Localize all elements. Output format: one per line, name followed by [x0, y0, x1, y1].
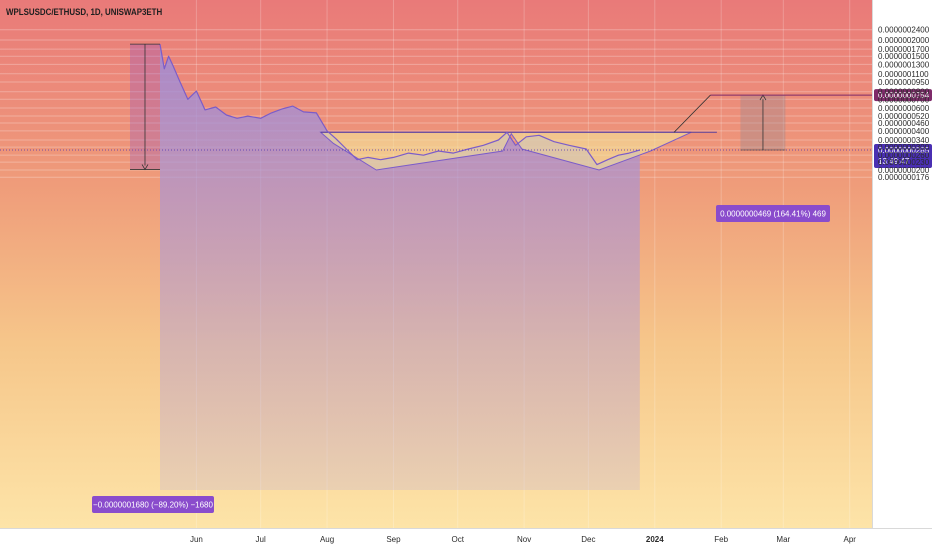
price-line[interactable] [159, 43, 640, 166]
price-tick-label: 0.0000000176 [878, 173, 930, 182]
time-tick-label: 2024 [646, 535, 664, 544]
price-tick-label: 0.0000000400 [878, 127, 930, 136]
time-tick-label: Mar [776, 535, 790, 544]
drop-arrow-head [141, 164, 149, 171]
time-tick-label: Jul [256, 535, 266, 544]
price-tick-label: 0.0000000520 [878, 112, 930, 121]
time-tick-label: Oct [451, 535, 464, 544]
current-price-tag-bg [874, 144, 932, 169]
price-tick-label: 0.0000000600 [878, 104, 930, 113]
time-tick-label: Nov [517, 535, 531, 544]
price-tick-label: 0.0000000340 [878, 136, 930, 145]
price-tick-label: 0.0000002400 [878, 26, 930, 35]
current-price-tag: 0.0000000285 [878, 146, 930, 155]
price-tick-label: 0.0000000200 [878, 166, 930, 175]
price-tick-label: 0.0000000260 [878, 151, 930, 160]
time-tick-label: Apr [843, 535, 856, 544]
time-tick-label: Sep [386, 535, 401, 544]
price-axis[interactable] [872, 0, 932, 528]
price-tick-label: 0.0000002000 [878, 36, 930, 45]
time-tick-label: Feb [714, 535, 728, 544]
price-tick-label: 0.0000000700 [878, 95, 930, 104]
price-tick-label: 0.0000000460 [878, 119, 930, 128]
symbol-title: WPLSUSDC/ETHUSD, 1D, UNISWAP3ETH [6, 7, 163, 17]
time-tick-label: Aug [320, 535, 334, 544]
price-tick-label: 0.0000000950 [878, 78, 930, 87]
price-tick-label: 0.0000001700 [878, 45, 930, 54]
time-axis[interactable] [0, 528, 932, 551]
price-tick-label: 0.0000000300 [878, 143, 930, 152]
time-tick-label: Dec [581, 535, 595, 544]
drop-measure-label: −0.0000001680 (−89.20%) −1680 [93, 501, 213, 510]
rise-measure-label: 0.0000000469 (164.41%) 469 [720, 210, 826, 219]
price-area-fill [160, 44, 640, 490]
target-price-tag: 0.0000000754 [878, 91, 930, 100]
countdown-label: 13:49:47 [878, 157, 910, 166]
price-tick-label: 0.0000000800 [878, 88, 930, 97]
target-price-tag-bg [874, 89, 932, 102]
price-tick-label: 0.0000001300 [878, 60, 930, 69]
price-tick-label: 0.0000001500 [878, 52, 930, 61]
price-tick-label: 0.0000001100 [878, 70, 929, 79]
drop-measure-label-bg [92, 496, 214, 513]
rise-measure-label-bg [716, 205, 830, 222]
time-tick-label: Jun [190, 535, 203, 544]
price-tick-label: 0.0000000230 [878, 158, 930, 167]
projection-line [673, 94, 711, 133]
